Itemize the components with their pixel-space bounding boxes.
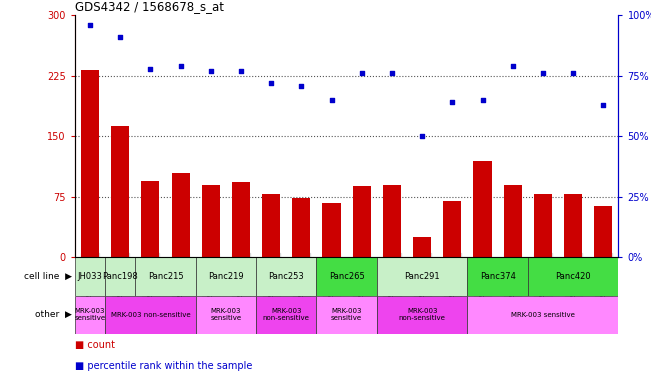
Text: MRK-003 sensitive: MRK-003 sensitive [511, 312, 575, 318]
Bar [105, 257, 135, 296]
Bar [256, 257, 316, 296]
Bar [322, 203, 340, 257]
Bar [75, 257, 105, 296]
Text: Panc219: Panc219 [208, 272, 243, 281]
Bar [202, 185, 220, 257]
Bar [111, 126, 129, 257]
Bar [534, 194, 552, 257]
Bar [316, 257, 377, 296]
Text: ■ percentile rank within the sample: ■ percentile rank within the sample [75, 361, 252, 371]
Bar [196, 257, 256, 296]
Point [477, 97, 488, 103]
Bar [504, 185, 522, 257]
Text: MRK-003 non-sensitive: MRK-003 non-sensitive [111, 312, 190, 318]
Point [568, 70, 578, 76]
Bar [594, 207, 613, 257]
Bar [171, 173, 189, 257]
Point [175, 63, 186, 69]
Point [538, 70, 548, 76]
Text: JH033: JH033 [77, 272, 102, 281]
Bar [196, 296, 256, 334]
Bar [377, 296, 467, 334]
Bar [316, 296, 377, 334]
Bar [292, 198, 311, 257]
Text: other  ▶: other ▶ [35, 310, 72, 319]
Text: Panc420: Panc420 [555, 272, 591, 281]
Point [236, 68, 246, 74]
Text: MRK-003
sensitive: MRK-003 sensitive [331, 308, 362, 321]
Bar [528, 257, 618, 296]
Point [266, 80, 277, 86]
Text: MRK-003
non-sensitive: MRK-003 non-sensitive [398, 308, 445, 321]
Point [85, 22, 95, 28]
Bar [105, 296, 196, 334]
Bar [256, 296, 316, 334]
Text: Panc215: Panc215 [148, 272, 184, 281]
Point [387, 70, 397, 76]
Bar [377, 257, 467, 296]
Point [447, 99, 458, 106]
Bar [81, 70, 99, 257]
Bar [413, 237, 431, 257]
Bar [141, 181, 159, 257]
Text: GDS4342 / 1568678_s_at: GDS4342 / 1568678_s_at [75, 0, 224, 13]
Text: Panc198: Panc198 [102, 272, 138, 281]
Bar [353, 186, 371, 257]
Text: MRK-003
non-sensitive: MRK-003 non-sensitive [263, 308, 310, 321]
Bar [135, 257, 196, 296]
Text: Panc291: Panc291 [404, 272, 440, 281]
Point [296, 83, 307, 89]
Text: cell line  ▶: cell line ▶ [23, 272, 72, 281]
Bar [473, 161, 492, 257]
Text: MRK-003
sensitive: MRK-003 sensitive [210, 308, 242, 321]
Point [508, 63, 518, 69]
Bar [262, 194, 280, 257]
Bar [564, 194, 582, 257]
Bar [232, 182, 250, 257]
Text: Panc253: Panc253 [268, 272, 304, 281]
Text: MRK-003
sensitive: MRK-003 sensitive [74, 308, 105, 321]
Point [145, 66, 156, 72]
Point [357, 70, 367, 76]
Point [206, 68, 216, 74]
Text: Panc265: Panc265 [329, 272, 365, 281]
Bar [443, 201, 462, 257]
Point [598, 102, 609, 108]
Text: ■ count: ■ count [75, 340, 115, 350]
Point [115, 34, 126, 40]
Bar [383, 185, 401, 257]
Text: Panc374: Panc374 [480, 272, 516, 281]
Point [326, 97, 337, 103]
Point [417, 133, 427, 139]
Bar [467, 296, 618, 334]
Bar [467, 257, 528, 296]
Bar [75, 296, 105, 334]
